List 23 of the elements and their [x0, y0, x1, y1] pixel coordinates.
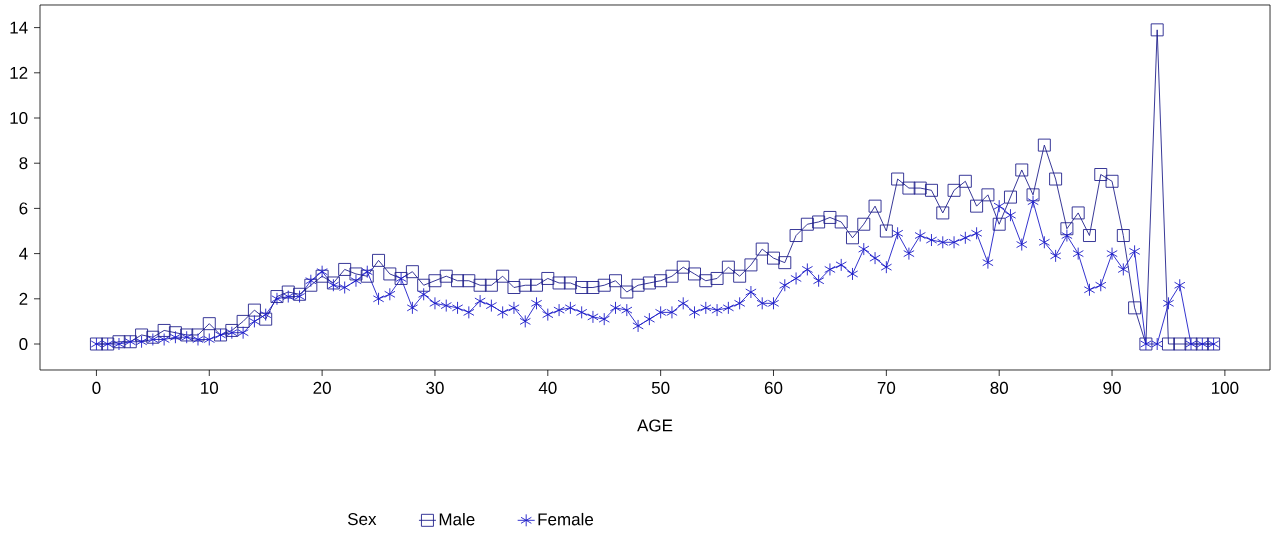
x-tick-label: 70 — [877, 381, 896, 394]
x-tick-label: 50 — [651, 381, 670, 394]
y-tick-label: 10 — [10, 111, 28, 125]
x-tick-label: 20 — [313, 381, 331, 394]
x-tick-label: 80 — [990, 381, 1008, 394]
y-tick-label: 12 — [10, 66, 28, 79]
y-tick-label: 0 — [19, 337, 28, 351]
legend-label: Female — [538, 512, 594, 526]
x-tick-label: 30 — [426, 381, 444, 394]
legend-label: Male — [439, 512, 475, 526]
x-tick-label: 90 — [1103, 381, 1121, 394]
y-tick-label: 8 — [19, 157, 28, 170]
x-tick-label: 10 — [201, 381, 219, 394]
legend-title: Sex — [347, 513, 377, 526]
y-tick-label: 4 — [19, 247, 28, 260]
x-tick-label: 40 — [538, 381, 557, 394]
x-axis-title: AGE — [637, 419, 673, 432]
y-tick-label: 2 — [19, 292, 28, 305]
x-tick-label: 60 — [764, 381, 783, 394]
y-tick-label: 14 — [10, 21, 28, 34]
x-tick-label: 100 — [1212, 381, 1239, 394]
x-tick-label: 0 — [92, 381, 101, 394]
y-tick-label: 6 — [19, 202, 28, 215]
